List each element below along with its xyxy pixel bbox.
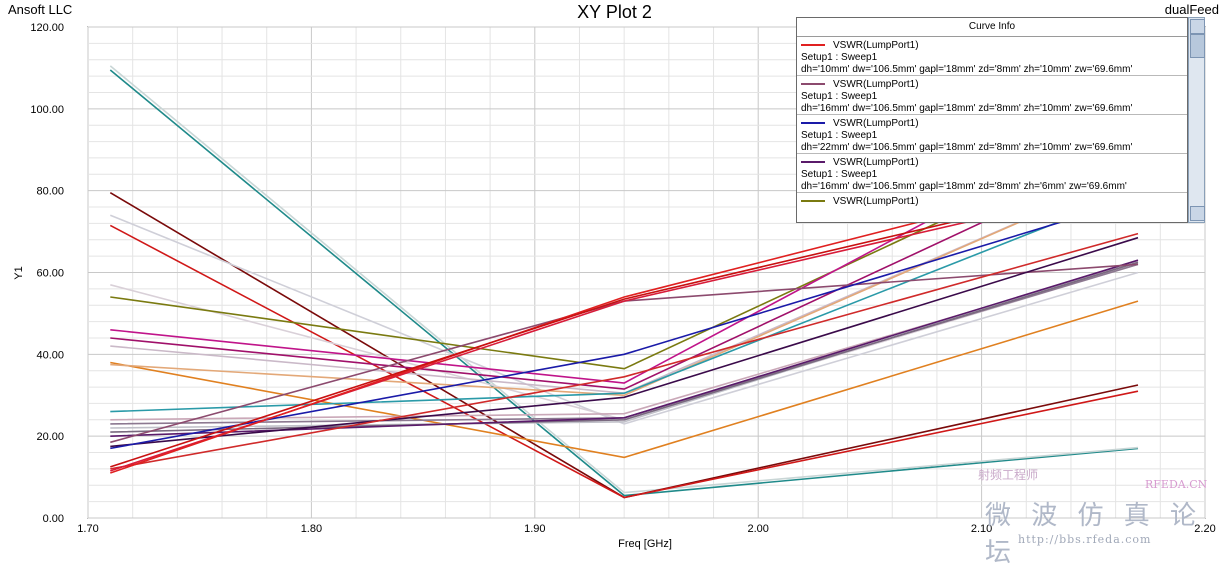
- legend-entry-setup: Setup1 : Sweep1: [801, 169, 878, 180]
- y-tick-label: 20.00: [36, 431, 64, 443]
- series-line: [110, 261, 1139, 433]
- legend-entry-params: dh='16mm' dw='106.5mm' gapl='18mm' zd='8…: [801, 181, 1127, 192]
- legend-swatch: [801, 161, 825, 163]
- tick-labels: 1.70 1.80 1.90 2.00 2.10 2.20 0.00 20.00 40.00 60…: [30, 22, 1215, 535]
- legend-swatch: [801, 83, 825, 85]
- y-tick-label: 80.00: [36, 186, 64, 198]
- legend-entry[interactable]: VSWR(LumpPort1) Setup1 : Sweep1 dh='10mm…: [797, 37, 1187, 76]
- y-tick-label: 40.00: [36, 349, 64, 361]
- legend-entry-setup: Setup1 : Sweep1: [801, 52, 878, 63]
- scroll-down-button[interactable]: [1190, 206, 1205, 221]
- series-line: [110, 232, 1139, 470]
- watermark-forum: 微 波 仿 真 论 坛: [985, 501, 1203, 568]
- x-tick-label: 1.80: [301, 523, 322, 535]
- x-tick-label: 2.20: [1194, 523, 1215, 535]
- x-tick-label: 2.10: [971, 523, 992, 535]
- x-axis-label: Freq [GHz]: [618, 538, 672, 550]
- y-tick-label: 60.00: [36, 268, 64, 280]
- legend-entry[interactable]: VSWR(LumpPort1) Setup1 : Sweep1 dh='16mm…: [797, 154, 1187, 193]
- legend-entry-name: VSWR(LumpPort1): [833, 39, 919, 51]
- legend-entry[interactable]: VSWR(LumpPort1) Setup1 : Sweep1 dh='22mm…: [797, 115, 1187, 154]
- series-line: [110, 169, 1139, 397]
- legend-entry-params: dh='10mm' dw='106.5mm' gapl='18mm' zd='8…: [801, 64, 1133, 75]
- legend-scrollbar[interactable]: [1188, 17, 1205, 223]
- series-line: [109, 224, 1139, 499]
- series-line: [110, 189, 1139, 413]
- curve-info-legend[interactable]: Curve Info VSWR(LumpPort1) Setup1 : Swee…: [796, 17, 1188, 223]
- legend-title: Curve Info: [797, 18, 1187, 37]
- legend-swatch: [801, 122, 825, 124]
- series-line: [110, 236, 1139, 448]
- x-tick-label: 2.00: [747, 523, 768, 535]
- x-tick-label: 1.90: [524, 523, 545, 535]
- y-axis-label: Y1: [13, 266, 25, 279]
- legend-entry-params: dh='16mm' dw='106.5mm' gapl='18mm' zd='8…: [801, 103, 1133, 114]
- series-line: [110, 149, 1139, 390]
- scroll-up-button[interactable]: [1190, 19, 1205, 34]
- chart-title: XY Plot 2: [577, 2, 652, 22]
- legend-entry-setup: Setup1 : Sweep1: [801, 130, 878, 141]
- watermark-cn-line: 射频工程师: [978, 468, 1039, 482]
- watermark-site: RFEDA.CN: [1145, 478, 1208, 491]
- series-line: [110, 300, 1139, 459]
- legend-entry[interactable]: VSWR(LumpPort1) Setup1 : Sweep1 dh='16mm…: [797, 76, 1187, 115]
- legend-entry-name: VSWR(LumpPort1): [833, 117, 919, 129]
- series-line: [109, 69, 1139, 497]
- legend-entry-name: VSWR(LumpPort1): [833, 78, 919, 90]
- series-line: [109, 214, 1139, 425]
- legend-entry-params: dh='22mm' dw='106.5mm' gapl='18mm' zd='8…: [801, 142, 1133, 153]
- x-tick-label: 1.70: [77, 523, 98, 535]
- legend-swatch: [801, 44, 825, 46]
- scroll-thumb[interactable]: [1190, 34, 1205, 58]
- legend-swatch: [801, 200, 825, 202]
- watermark-url: http://bbs.rfeda.com: [1018, 533, 1152, 546]
- y-tick-label: 0.00: [43, 513, 64, 525]
- project-name: dualFeed: [1164, 2, 1219, 17]
- y-tick-label: 100.00: [30, 104, 64, 116]
- series-line: [110, 198, 1139, 450]
- brand-label: Ansoft LLC: [8, 2, 73, 17]
- y-tick-label: 120.00: [30, 22, 64, 34]
- legend-entry[interactable]: VSWR(LumpPort1): [797, 193, 1187, 222]
- legend-entry-name: VSWR(LumpPort1): [833, 195, 919, 207]
- legend-entry-name: VSWR(LumpPort1): [833, 156, 919, 168]
- series-line: [109, 65, 1139, 494]
- legend-entry-setup: Setup1 : Sweep1: [801, 91, 878, 102]
